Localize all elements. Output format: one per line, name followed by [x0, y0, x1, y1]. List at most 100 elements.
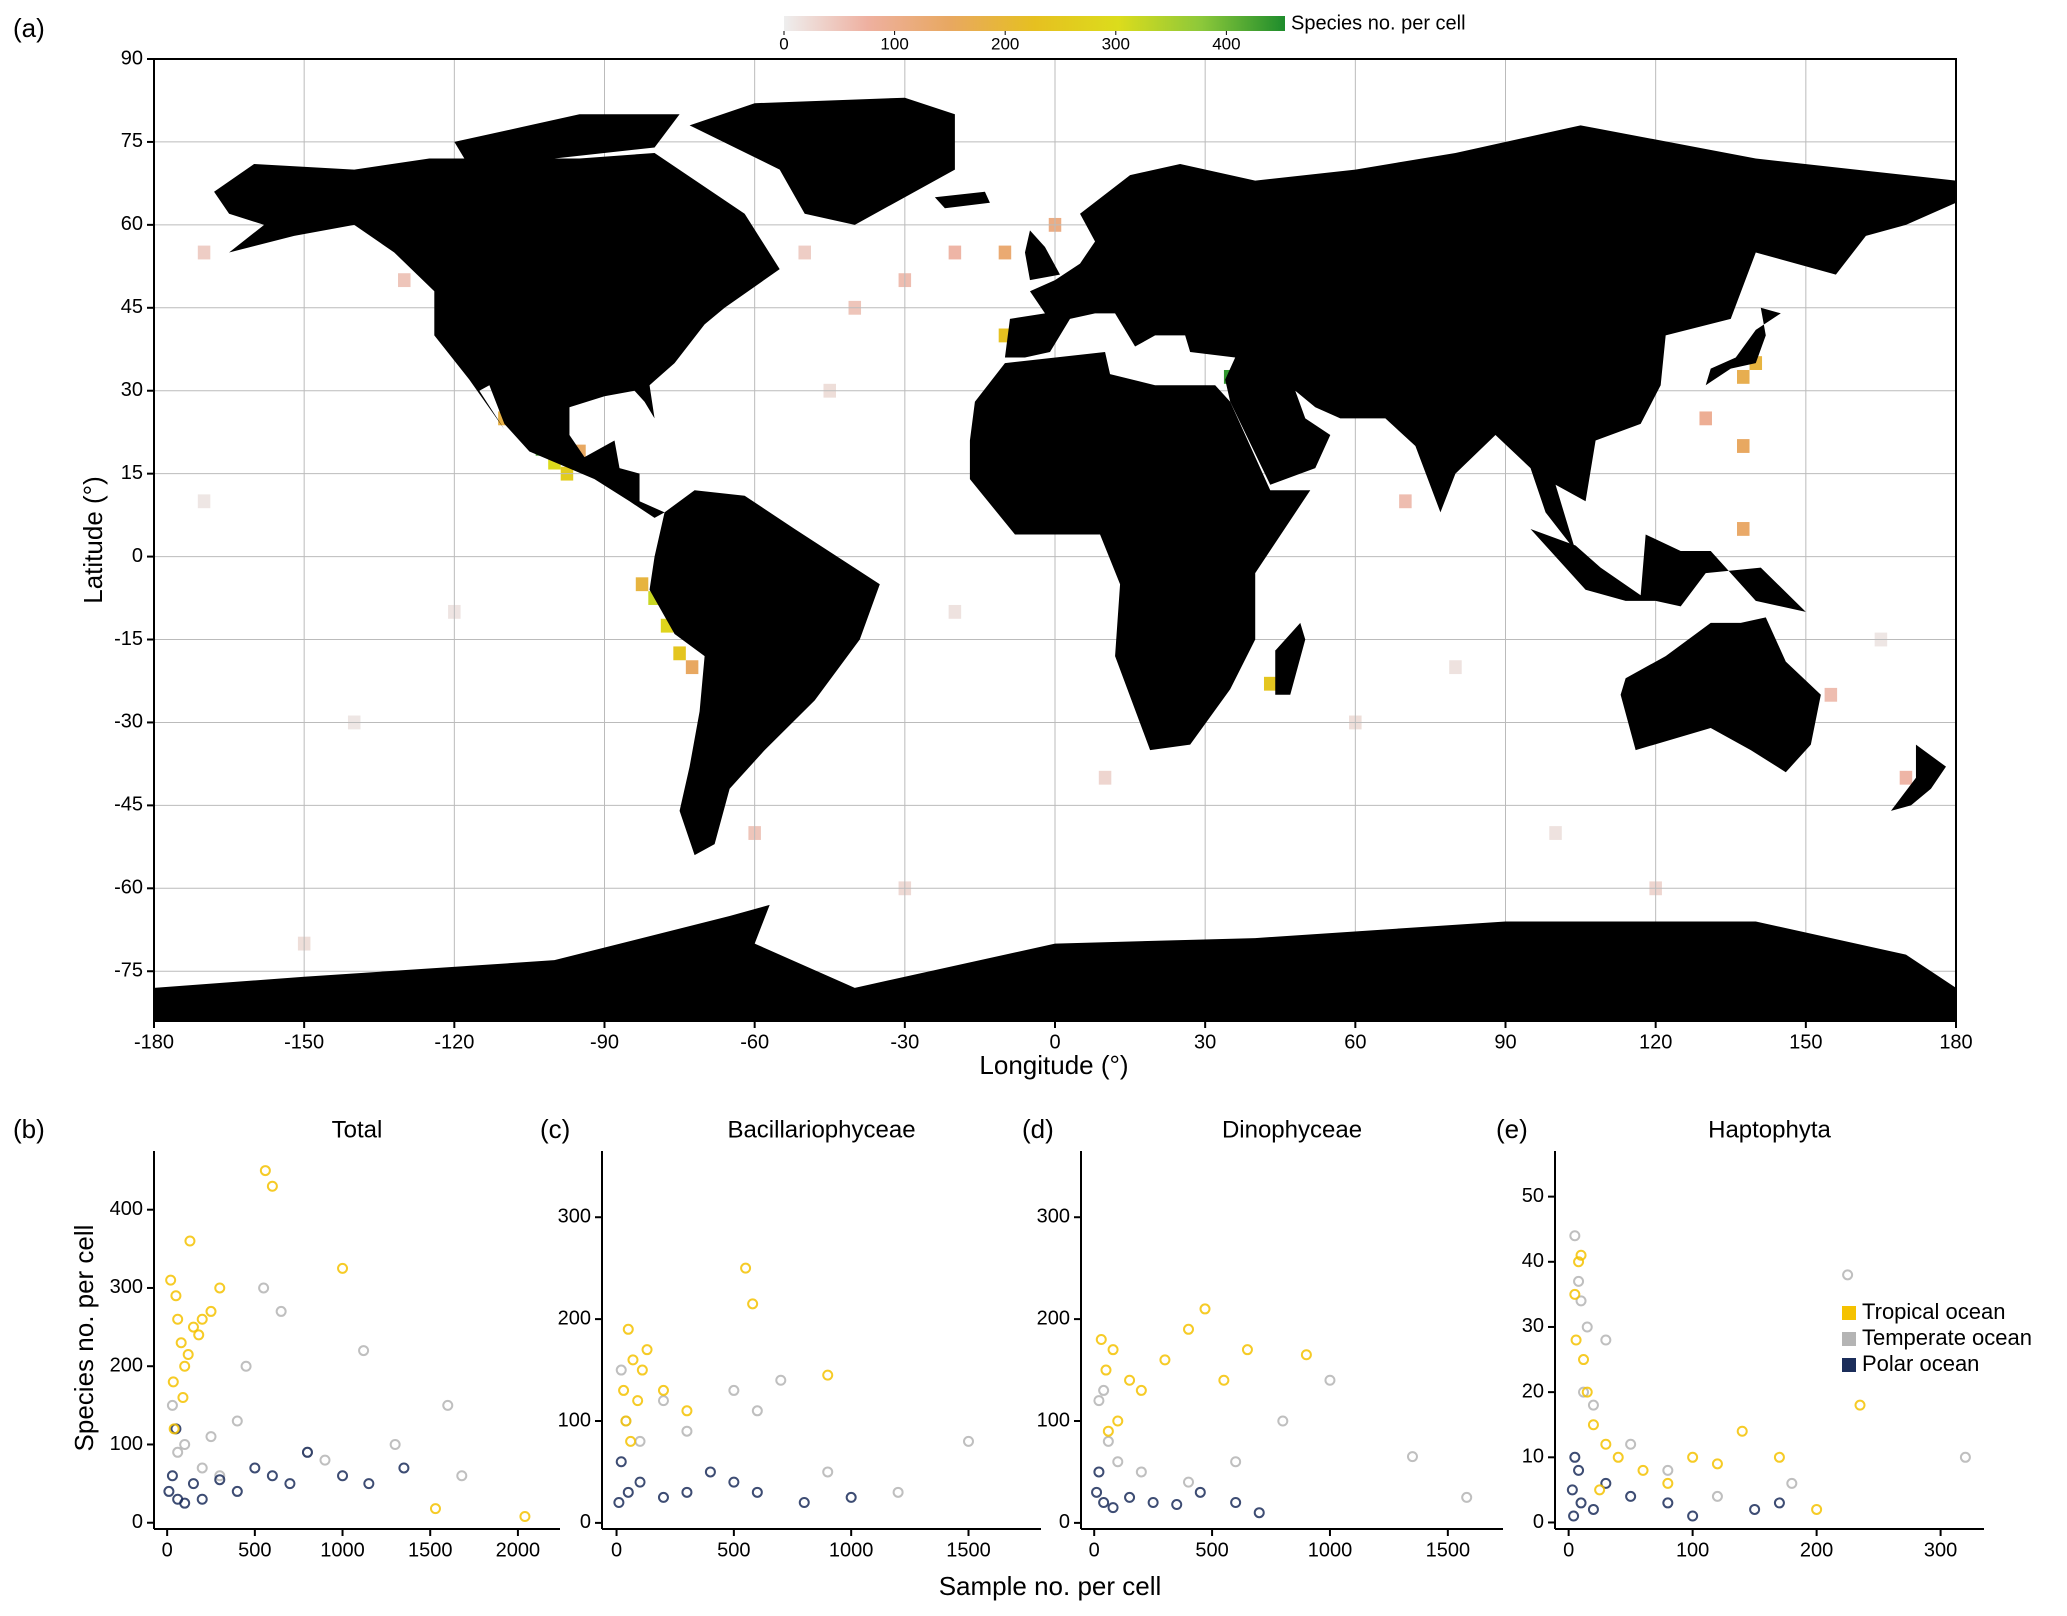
point: [634, 1435, 646, 1447]
point: [618, 1384, 630, 1396]
y-tick-label: 400: [110, 1198, 143, 1220]
point: [1569, 1451, 1581, 1463]
point: [1587, 1419, 1599, 1431]
point: [1575, 1295, 1587, 1307]
point: [442, 1399, 454, 1411]
iceland: [934, 191, 990, 209]
point: [1112, 1456, 1124, 1468]
point: [1124, 1491, 1136, 1503]
point: [1569, 1230, 1581, 1242]
x-tick-label: 60: [1344, 1031, 1366, 1053]
point: [214, 1282, 226, 1294]
x-tick-label: -120: [434, 1031, 474, 1053]
point: [1112, 1415, 1124, 1427]
point: [1135, 1384, 1147, 1396]
point: [1102, 1425, 1114, 1437]
point: [398, 1462, 410, 1474]
y-tick-label: -75: [114, 960, 143, 982]
point: [1612, 1451, 1624, 1463]
point: [1324, 1374, 1336, 1386]
x-tick-label: 500: [717, 1539, 750, 1561]
y-tick-label: 15: [121, 462, 143, 484]
point: [1662, 1497, 1674, 1509]
y-tick-label: 300: [1037, 1206, 1070, 1228]
x-tick-label: 1500: [946, 1539, 991, 1561]
point: [240, 1360, 252, 1372]
y-tick-label: 75: [121, 130, 143, 152]
y-tick-label: 300: [110, 1276, 143, 1298]
x-tick-label: 150: [1789, 1031, 1822, 1053]
heat-cell: [948, 245, 962, 260]
point: [1687, 1451, 1699, 1463]
point: [1098, 1497, 1110, 1509]
x-tick-label: -150: [284, 1031, 324, 1053]
point: [1637, 1464, 1649, 1476]
point: [775, 1374, 787, 1386]
x-tick-label: 1000: [320, 1539, 365, 1561]
y-tick-label: 200: [558, 1307, 591, 1329]
point: [1241, 1344, 1253, 1356]
point: [728, 1476, 740, 1488]
point: [1842, 1269, 1854, 1281]
y-tick-label: 20: [1522, 1380, 1544, 1402]
y-tick-label: 200: [110, 1354, 143, 1376]
point: [187, 1478, 199, 1490]
point: [389, 1438, 401, 1450]
point: [1587, 1503, 1599, 1515]
colorbar-label: Species no. per cell: [1291, 12, 1466, 34]
y-tick-label: 45: [121, 296, 143, 318]
point: [172, 1313, 184, 1325]
point: [429, 1503, 441, 1515]
y-tick-label: 0: [132, 1511, 143, 1533]
point: [1253, 1507, 1265, 1519]
heat-cell: [673, 646, 686, 661]
point: [822, 1369, 834, 1381]
point: [740, 1262, 752, 1274]
point: [1566, 1484, 1578, 1496]
point: [175, 1337, 187, 1349]
south-america: [649, 490, 880, 856]
x-tick-label: -180: [134, 1031, 174, 1053]
point: [319, 1454, 331, 1466]
heat-cell: [1737, 369, 1750, 384]
x-tick-label: -60: [740, 1031, 769, 1053]
point: [1102, 1435, 1114, 1447]
point: [519, 1510, 531, 1522]
x-tick-label: 0: [1089, 1539, 1100, 1561]
panel-title: Haptophyta: [1708, 1116, 1831, 1143]
y-tick-label: 0: [1533, 1511, 1544, 1533]
point: [1461, 1491, 1473, 1503]
legend-label: Polar ocean: [1862, 1351, 1979, 1376]
point: [1159, 1354, 1171, 1366]
point: [196, 1493, 208, 1505]
point: [1194, 1486, 1206, 1498]
point: [284, 1478, 296, 1490]
point: [622, 1323, 634, 1335]
colorbar-tick-label: 100: [880, 34, 908, 53]
point: [177, 1392, 189, 1404]
point: [1199, 1303, 1211, 1315]
point: [627, 1354, 639, 1366]
heat-cell: [1263, 676, 1277, 691]
point: [613, 1497, 625, 1509]
point: [456, 1470, 468, 1482]
point: [258, 1282, 270, 1294]
y-tick-label: 0: [580, 1511, 591, 1533]
x-tick-label: -30: [890, 1031, 919, 1053]
point: [1662, 1464, 1674, 1476]
x-tick-label: 0: [1563, 1539, 1574, 1561]
point: [657, 1384, 669, 1396]
point: [1230, 1456, 1242, 1468]
panel-label: (a): [13, 13, 45, 43]
point: [358, 1345, 370, 1357]
point: [1100, 1364, 1112, 1376]
point: [168, 1423, 180, 1435]
y-tick-label: 10: [1522, 1446, 1544, 1468]
y-tick-label: -60: [114, 877, 143, 899]
point: [1569, 1288, 1581, 1300]
point: [1811, 1503, 1823, 1515]
colorbar-tick-label: 0: [779, 34, 788, 53]
point: [249, 1462, 261, 1474]
point: [681, 1405, 693, 1417]
x-tick-label: 1500: [408, 1539, 453, 1561]
